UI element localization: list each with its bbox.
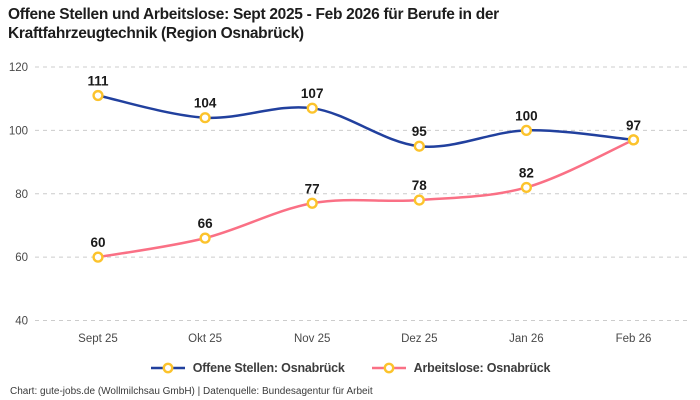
data-point-marker <box>306 197 318 209</box>
x-tick-label: Jan 26 <box>509 333 544 345</box>
value-label: 77 <box>305 181 320 196</box>
x-tick-label: Dez 25 <box>401 333 437 345</box>
series-line-1 <box>96 138 635 259</box>
legend-item-offene-stellen: Offene Stellen: Osnabrück <box>150 361 345 375</box>
value-label: 82 <box>519 165 534 180</box>
value-label: 107 <box>301 86 324 101</box>
value-label: 97 <box>626 118 641 133</box>
x-tick-label: Okt 25 <box>188 333 222 345</box>
data-point-marker <box>520 181 533 194</box>
legend-label-offene-stellen: Offene Stellen: Osnabrück <box>192 361 345 375</box>
legend-label-arbeitslose: Arbeitslose: Osnabrück <box>413 361 551 375</box>
y-tick-label: 80 <box>15 189 28 201</box>
legend: Offene Stellen: Osnabrück Arbeitslose: O… <box>0 361 700 375</box>
data-point-marker <box>199 112 211 124</box>
value-label: 111 <box>87 74 109 89</box>
value-label: 104 <box>194 96 217 111</box>
value-label: 66 <box>198 216 214 231</box>
x-tick-label: Feb 26 <box>616 333 652 345</box>
data-point-marker <box>627 134 640 146</box>
data-point-marker <box>199 232 211 244</box>
legend-line-marker-icon <box>150 362 185 374</box>
value-label: 100 <box>515 108 538 123</box>
data-point-marker <box>306 102 318 114</box>
legend-item-arbeitslose: Arbeitslose: Osnabrück <box>371 361 551 375</box>
chart-source-note: Chart: gute-jobs.de (Wollmilchsau GmbH) … <box>10 386 373 397</box>
data-point-marker <box>520 124 533 136</box>
data-point-marker <box>92 89 104 102</box>
value-label: 60 <box>90 235 105 250</box>
data-point-marker <box>413 140 425 152</box>
chart-title: Offene Stellen und Arbeitslose: Sept 202… <box>8 6 499 42</box>
y-tick-label: 60 <box>15 252 28 264</box>
y-tick-label: 40 <box>15 316 28 328</box>
y-tick-label: 120 <box>9 62 28 74</box>
data-point-marker <box>413 194 425 206</box>
legend-line-marker-icon <box>371 362 406 374</box>
x-tick-label: Sept 25 <box>78 333 118 345</box>
line-chart-plot: 40 60 80 100 120 Sept 25 Okt 25 Nov 25 Dez 25 Jan… <box>9 62 690 345</box>
y-tick-label: 100 <box>9 125 28 137</box>
value-label: 78 <box>412 178 428 193</box>
value-label: 95 <box>412 124 428 139</box>
data-point-marker <box>92 251 104 263</box>
x-tick-label: Nov 25 <box>294 333 330 345</box>
series-line-0 <box>96 94 635 148</box>
